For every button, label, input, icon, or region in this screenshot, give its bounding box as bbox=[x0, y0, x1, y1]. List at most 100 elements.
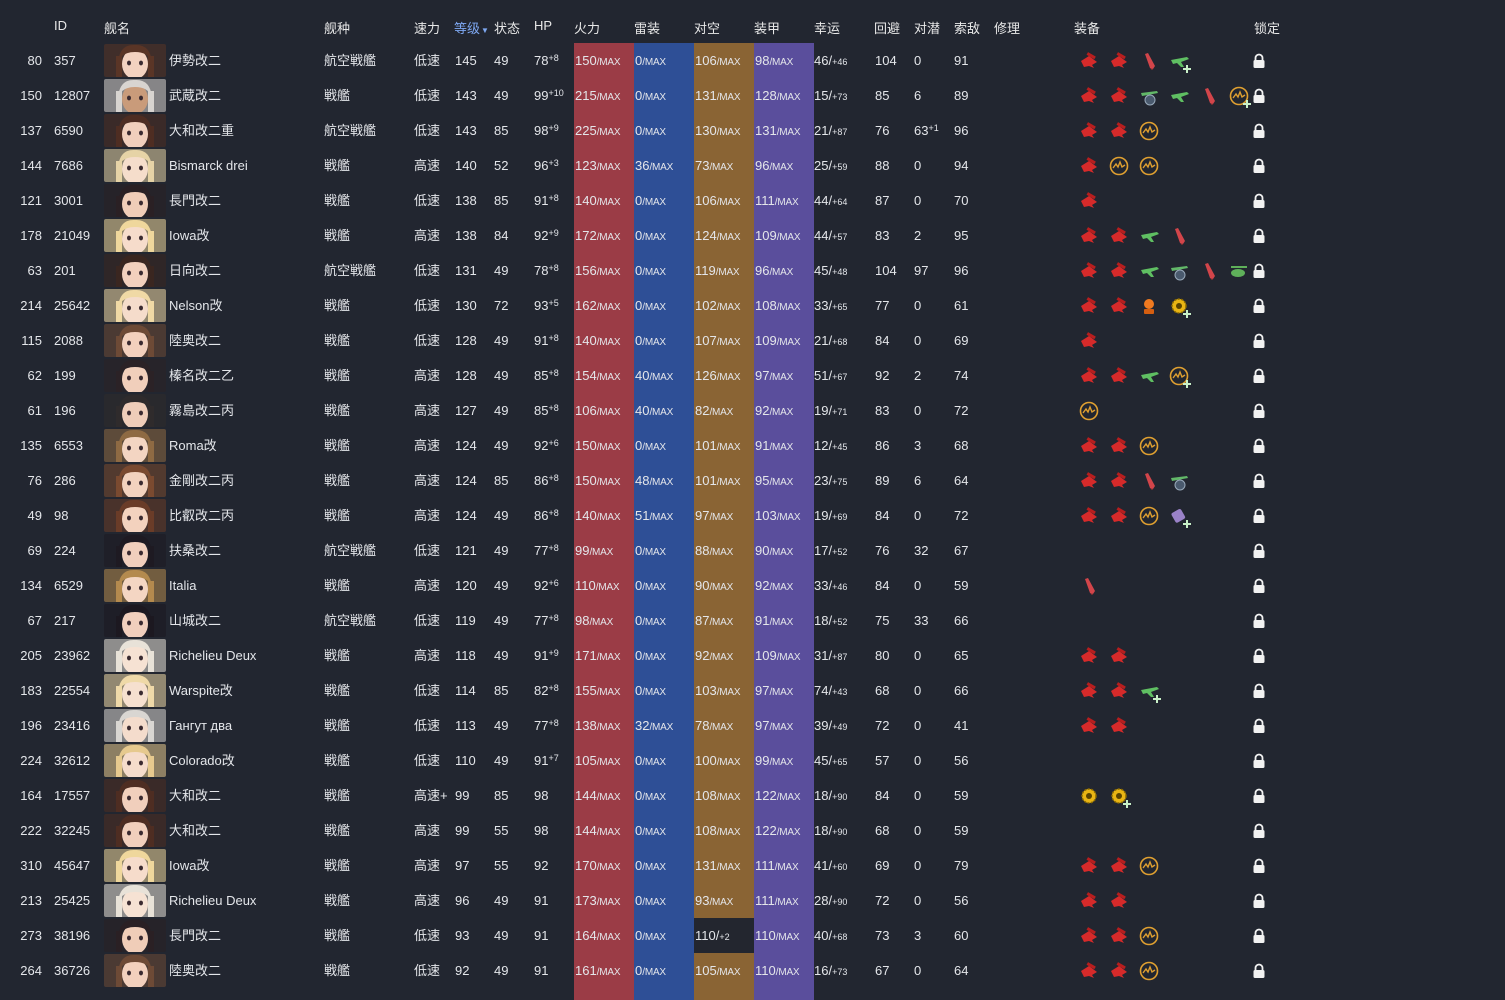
gun-equip-icon[interactable] bbox=[1108, 260, 1130, 282]
plane-g-equip-icon[interactable] bbox=[1168, 85, 1190, 107]
gun-equip-icon[interactable] bbox=[1108, 960, 1130, 982]
table-row[interactable]: 164 17557 大和改二 戦艦 高速+ 99 85 98 144/MAX 0/MAX 108/M… bbox=[0, 778, 1505, 813]
lock-icon[interactable] bbox=[1252, 648, 1266, 664]
ship-name[interactable]: 榛名改二乙 bbox=[169, 368, 235, 383]
lock-icon[interactable] bbox=[1252, 263, 1266, 279]
lock-icon[interactable] bbox=[1252, 88, 1266, 104]
lock-icon[interactable] bbox=[1252, 333, 1266, 349]
ship-name[interactable]: 陸奥改二 bbox=[169, 963, 222, 978]
table-row[interactable]: 63 201 日向改二 航空戦艦 低速 131 49 78+8 156/MAX 0/MAX 119/… bbox=[0, 253, 1505, 288]
lock-icon[interactable] bbox=[1252, 613, 1266, 629]
plane-g-equip-icon[interactable] bbox=[1138, 225, 1160, 247]
gun-equip-icon[interactable] bbox=[1078, 190, 1100, 212]
col-header-firepower[interactable]: 火力 bbox=[574, 21, 601, 36]
gun-equip-icon[interactable] bbox=[1078, 715, 1100, 737]
box-equip-icon[interactable] bbox=[1168, 505, 1191, 528]
ship-portrait[interactable] bbox=[104, 954, 166, 987]
col-header-equipment[interactable]: 装备 bbox=[1074, 21, 1101, 36]
lock-icon[interactable] bbox=[1252, 578, 1266, 594]
gun-equip-icon[interactable] bbox=[1108, 645, 1130, 667]
ship-name[interactable]: 大和改二重 bbox=[169, 123, 235, 138]
col-header-level[interactable]: 等级▼ bbox=[454, 18, 489, 37]
lock-icon[interactable] bbox=[1252, 543, 1266, 559]
ship-name[interactable]: 金剛改二丙 bbox=[169, 473, 235, 488]
ship-name[interactable]: Warspite改 bbox=[169, 683, 233, 698]
gun-equip-icon[interactable] bbox=[1078, 155, 1100, 177]
col-header-evasion[interactable]: 回避 bbox=[874, 21, 901, 36]
gun-equip-icon[interactable] bbox=[1078, 680, 1100, 702]
ship-portrait[interactable] bbox=[104, 359, 166, 392]
ship-portrait[interactable] bbox=[104, 499, 166, 532]
lock-icon[interactable] bbox=[1252, 438, 1266, 454]
gun-equip-icon[interactable] bbox=[1078, 85, 1100, 107]
radar-equip-icon[interactable] bbox=[1168, 365, 1191, 388]
ship-portrait[interactable] bbox=[104, 464, 166, 497]
gun-equip-icon[interactable] bbox=[1108, 925, 1130, 947]
ship-name[interactable]: Bismarck drei bbox=[169, 158, 248, 173]
gun-equip-icon[interactable] bbox=[1108, 85, 1130, 107]
ship-portrait[interactable] bbox=[104, 114, 166, 147]
ship-portrait[interactable] bbox=[104, 44, 166, 77]
lock-icon[interactable] bbox=[1252, 858, 1266, 874]
col-header-repair[interactable]: 修理 bbox=[994, 21, 1021, 36]
gun-equip-icon[interactable] bbox=[1078, 120, 1100, 142]
ship-portrait[interactable] bbox=[104, 604, 166, 637]
radar-equip-icon[interactable] bbox=[1138, 960, 1160, 982]
table-row[interactable]: 49 98 比叡改二丙 戦艦 高速 124 49 86+8 140/MAX 51/MAX 97/MA… bbox=[0, 498, 1505, 533]
table-row[interactable]: 134 6529 Italia 戦艦 高速 120 49 92+6 110/MAX 0/MAX 90… bbox=[0, 568, 1505, 603]
table-row[interactable]: 150 12807 武蔵改二 戦艦 低速 143 49 99+10 215/MAX 0/MAX 13… bbox=[0, 78, 1505, 113]
table-row[interactable]: 183 22554 Warspite改 戦艦 低速 114 85 82+8 155/MAX 0/M… bbox=[0, 673, 1505, 708]
gun-equip-icon[interactable] bbox=[1078, 645, 1100, 667]
table-row[interactable]: 214 25642 Nelson改 戦艦 低速 130 72 93+5 162/MAX 0/MAX… bbox=[0, 288, 1505, 323]
col-header-speed[interactable]: 速力 bbox=[414, 21, 441, 36]
radar-equip-icon[interactable] bbox=[1138, 155, 1160, 177]
aagun-equip-icon[interactable] bbox=[1168, 295, 1191, 318]
ship-portrait[interactable] bbox=[104, 884, 166, 917]
col-header-los[interactable]: 索敌 bbox=[954, 21, 981, 36]
ship-name[interactable]: 陸奥改二 bbox=[169, 333, 222, 348]
gun-equip-icon[interactable] bbox=[1108, 680, 1130, 702]
ship-portrait[interactable] bbox=[104, 919, 166, 952]
gun-equip-icon[interactable] bbox=[1078, 225, 1100, 247]
table-row[interactable]: 310 45647 Iowa改 戦艦 高速 97 55 92 170/MAX 0/MAX 131/M… bbox=[0, 848, 1505, 883]
gun-equip-icon[interactable] bbox=[1078, 890, 1100, 912]
ship-portrait[interactable] bbox=[104, 814, 166, 847]
ship-portrait[interactable] bbox=[104, 149, 166, 182]
col-header-asw[interactable]: 对潜 bbox=[914, 21, 941, 36]
ship-name[interactable]: 伊勢改二 bbox=[169, 53, 222, 68]
ship-name[interactable]: 比叡改二丙 bbox=[169, 508, 235, 523]
col-header-id[interactable]: ID bbox=[54, 18, 67, 33]
col-header-type[interactable]: 舰种 bbox=[324, 21, 351, 36]
shell-equip-icon[interactable] bbox=[1138, 50, 1160, 72]
lock-icon[interactable] bbox=[1252, 158, 1266, 174]
ship-portrait[interactable] bbox=[104, 324, 166, 357]
gun-equip-icon[interactable] bbox=[1108, 890, 1130, 912]
radar-equip-icon[interactable] bbox=[1138, 855, 1160, 877]
table-row[interactable]: 205 23962 Richelieu Deux 戦艦 高速 118 49 91+9 171/M… bbox=[0, 638, 1505, 673]
ship-portrait[interactable] bbox=[104, 849, 166, 882]
ship-name[interactable]: 山城改二 bbox=[169, 613, 222, 628]
lock-icon[interactable] bbox=[1252, 718, 1266, 734]
lock-icon[interactable] bbox=[1252, 123, 1266, 139]
radar-equip-icon[interactable] bbox=[1138, 925, 1160, 947]
lock-icon[interactable] bbox=[1252, 228, 1266, 244]
lock-icon[interactable] bbox=[1252, 893, 1266, 909]
ship-name[interactable]: 大和改二 bbox=[169, 823, 222, 838]
gun-equip-icon[interactable] bbox=[1078, 470, 1100, 492]
ship-portrait[interactable] bbox=[104, 254, 166, 287]
gun-equip-icon[interactable] bbox=[1108, 295, 1130, 317]
ship-name[interactable]: Richelieu Deux bbox=[169, 648, 257, 663]
gun-equip-icon[interactable] bbox=[1078, 260, 1100, 282]
col-header-condition[interactable]: 状态 bbox=[494, 21, 521, 36]
table-row[interactable]: 135 6553 Roma改 戦艦 高速 124 49 92+6 150/MAX 0/MAX 101… bbox=[0, 428, 1505, 463]
ship-portrait[interactable] bbox=[104, 289, 166, 322]
plane-g-equip-icon[interactable] bbox=[1138, 365, 1160, 387]
lock-icon[interactable] bbox=[1252, 403, 1266, 419]
gun-equip-icon[interactable] bbox=[1108, 435, 1130, 457]
ship-name[interactable]: 長門改二 bbox=[169, 193, 222, 208]
plane-g-equip-icon[interactable] bbox=[1168, 50, 1191, 73]
ship-name[interactable]: 霧島改二丙 bbox=[169, 403, 235, 418]
gun-equip-icon[interactable] bbox=[1078, 505, 1100, 527]
recon-equip-icon[interactable] bbox=[1168, 470, 1190, 492]
radar-equip-icon[interactable] bbox=[1078, 400, 1100, 422]
